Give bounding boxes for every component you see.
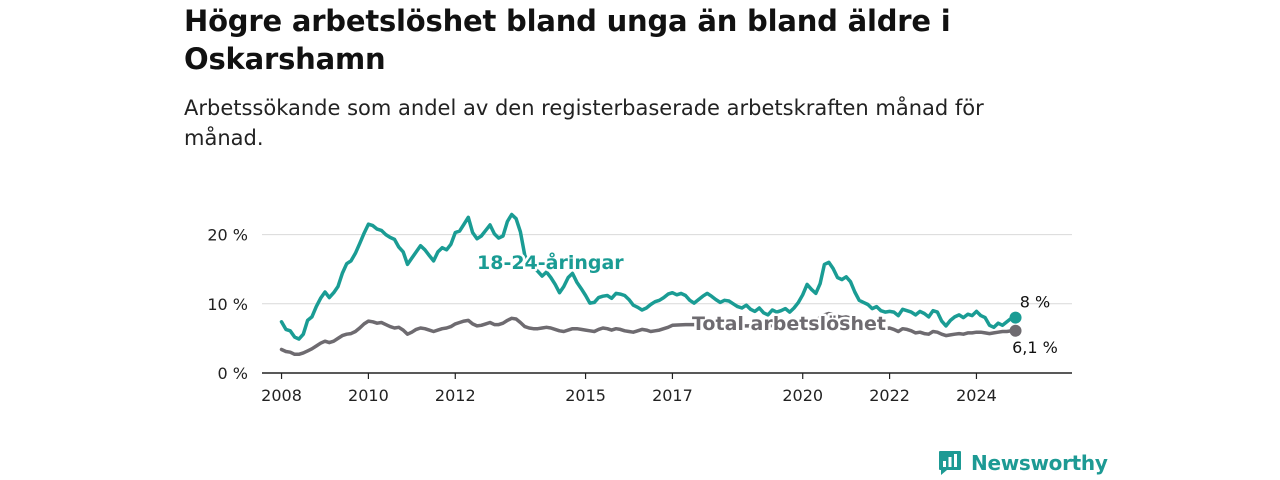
total-series-line [279, 311, 1018, 357]
brand-name: Newsworthy [971, 451, 1108, 475]
youth-series-line [279, 212, 1018, 341]
y-tick-label: 10 % [207, 295, 248, 314]
x-tick-label: 2008 [261, 386, 302, 405]
y-tick-label: 0 % [218, 364, 248, 383]
total-series-label: Total arbetslöshet [692, 313, 886, 335]
total-end-label: 6,1 % [1012, 338, 1058, 357]
x-tick-label: 2012 [435, 386, 476, 405]
x-tick-label: 2017 [652, 386, 693, 405]
youth-series-label: 18-24-åringar [477, 250, 624, 274]
x-tick-label: 2020 [782, 386, 823, 405]
chart-title: Högre arbetslöshet bland unga än bland ä… [184, 4, 951, 76]
youth-end-point [1009, 311, 1022, 324]
x-tick-label: 2015 [565, 386, 606, 405]
newsworthy-logo-icon [939, 451, 961, 475]
youth-end-label: 8 % [1020, 293, 1050, 312]
brand-logo: Newsworthy [938, 450, 1108, 476]
chart-subtitle: Arbetssökande som andel av den registerb… [184, 96, 984, 150]
y-tick-label: 20 % [207, 226, 248, 245]
x-tick-label: 2022 [869, 386, 910, 405]
x-tick-label: 2024 [956, 386, 997, 405]
x-tick-label: 2010 [348, 386, 389, 405]
total-end-point [1009, 324, 1022, 337]
